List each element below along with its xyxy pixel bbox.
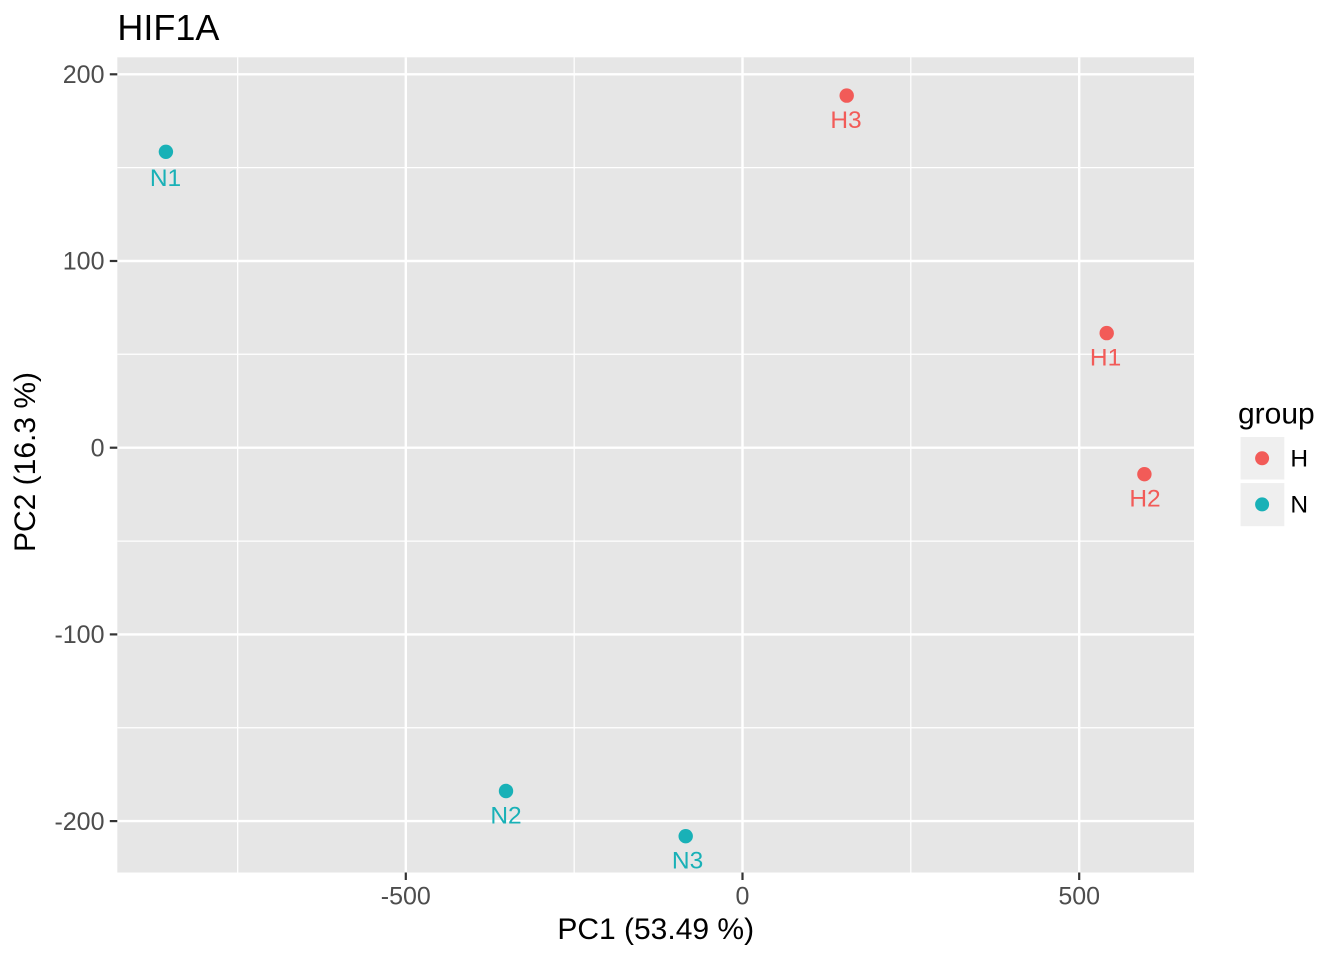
svg-text:PC2 (16.3 %): PC2 (16.3 %) [9, 372, 42, 552]
svg-text:H: H [1290, 445, 1308, 472]
svg-text:-500: -500 [381, 883, 431, 911]
svg-text:N: N [1290, 492, 1308, 519]
svg-text:0: 0 [91, 434, 105, 462]
svg-text:100: 100 [63, 248, 105, 276]
svg-text:N2: N2 [490, 802, 521, 829]
svg-text:-200: -200 [54, 808, 104, 836]
svg-text:0: 0 [736, 883, 750, 911]
svg-text:PC1 (53.49 %): PC1 (53.49 %) [557, 913, 754, 946]
svg-text:N1: N1 [150, 165, 181, 192]
svg-text:group: group [1238, 398, 1315, 431]
svg-text:H1: H1 [1090, 344, 1121, 371]
svg-text:H3: H3 [830, 107, 861, 134]
svg-text:200: 200 [63, 61, 105, 89]
svg-text:N3: N3 [672, 848, 703, 875]
svg-text:HIF1A: HIF1A [117, 7, 219, 48]
svg-text:500: 500 [1058, 883, 1100, 911]
svg-text:H2: H2 [1129, 486, 1160, 513]
svg-text:-100: -100 [54, 621, 104, 649]
